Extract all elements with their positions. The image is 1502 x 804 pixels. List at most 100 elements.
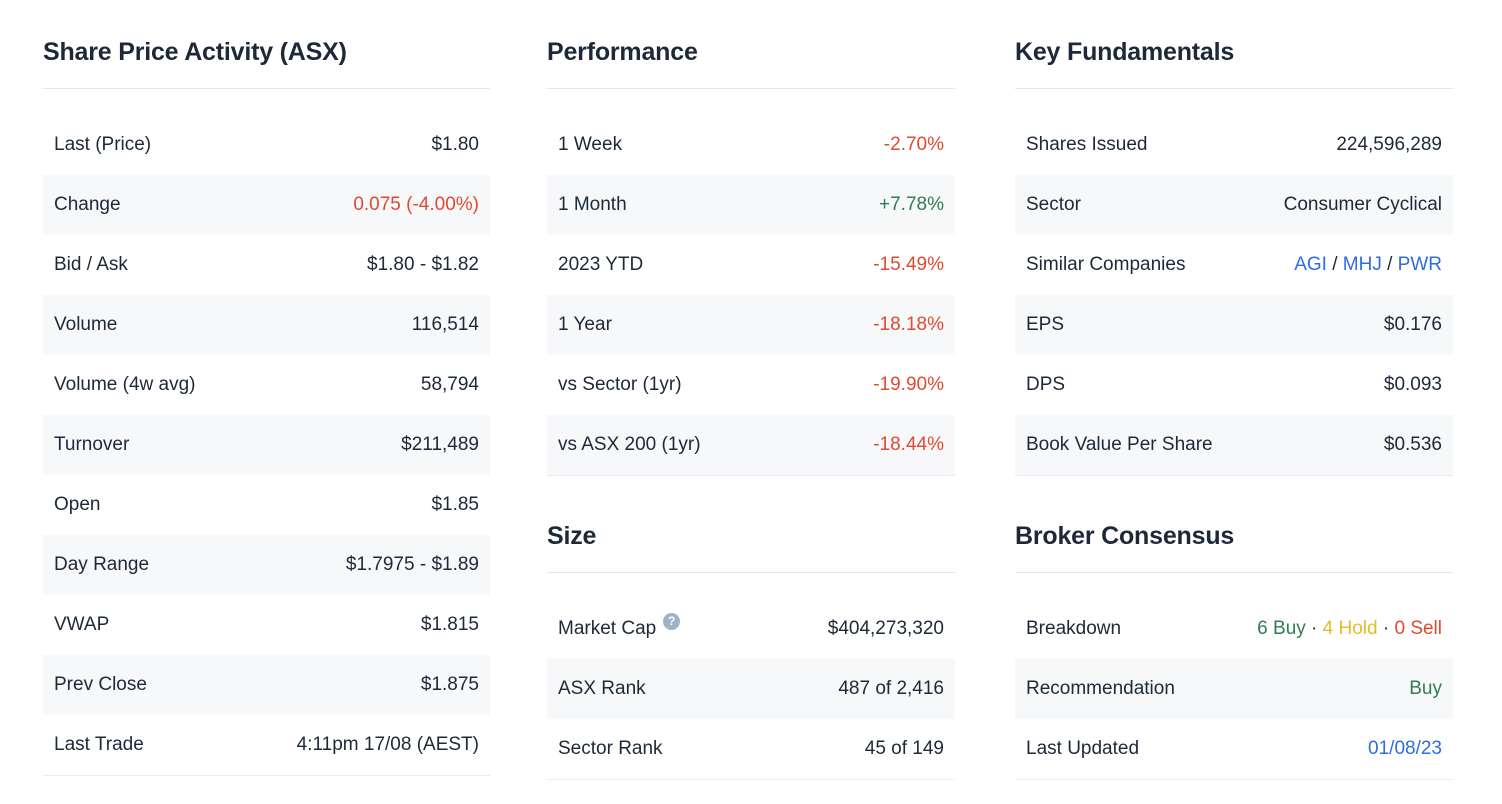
row-value: 45 of 149	[864, 738, 944, 759]
row-label: Sector Rank	[558, 738, 663, 759]
row-label: Book Value Per Share	[1026, 434, 1213, 455]
row-value: -18.18%	[873, 314, 944, 335]
breakdown-sell-count: 0 Sell	[1394, 618, 1442, 639]
row-value: $404,273,320	[827, 618, 944, 639]
row-value: $1.815	[420, 614, 479, 635]
row-value: -15.49%	[873, 254, 944, 275]
table-row: vs ASX 200 (1yr) -18.44%	[547, 415, 955, 475]
row-value: $1.875	[420, 674, 479, 695]
table-row: Recommendation Buy	[1015, 659, 1453, 719]
table-row: Volume 116,514	[43, 295, 490, 355]
row-value: 6 Buy · 4 Hold · 0 Sell	[1257, 617, 1442, 641]
stock-summary-panel: Share Price Activity (ASX) Last (Price) $1…	[43, 36, 1453, 780]
section-size: Size Market Cap? $404,273,320 ASX Rank 487 o…	[547, 520, 955, 780]
column-fundamentals-broker: Key Fundamentals Shares Issued 224,596,289…	[1015, 36, 1453, 780]
share-price-activity-table: Last (Price) $1.80 Change 0.075 (-4.00%) Bid…	[43, 115, 490, 776]
row-label: ASX Rank	[558, 678, 646, 699]
key-fundamentals-table: Shares Issued 224,596,289 Sector Consumer C…	[1015, 115, 1453, 476]
row-label: vs Sector (1yr)	[558, 374, 682, 395]
table-row: Similar Companies AGI / MHJ / PWR	[1015, 235, 1453, 295]
row-value: 224,596,289	[1336, 134, 1442, 155]
row-value: $1.80	[431, 134, 479, 155]
section-title-size: Size	[547, 520, 955, 573]
row-label: EPS	[1026, 314, 1065, 335]
row-label: 1 Week	[558, 134, 623, 155]
table-row: Volume (4w avg) 58,794	[43, 355, 490, 415]
table-row: Book Value Per Share $0.536	[1015, 415, 1453, 475]
breakdown-buy-count: 6 Buy	[1257, 618, 1306, 639]
help-icon[interactable]: ?	[663, 612, 681, 630]
row-value: 58,794	[420, 374, 479, 395]
row-value: +7.78%	[879, 194, 944, 215]
similar-company-link-pwr[interactable]: PWR	[1397, 254, 1442, 275]
section-title-share-price-activity: Share Price Activity (ASX)	[43, 36, 490, 89]
row-label: Turnover	[54, 434, 130, 455]
column-share-price: Share Price Activity (ASX) Last (Price) $1…	[43, 36, 490, 780]
table-row: 1 Month +7.78%	[547, 175, 955, 235]
table-row: ASX Rank 487 of 2,416	[547, 659, 955, 719]
section-title-key-fundamentals: Key Fundamentals	[1015, 36, 1453, 89]
similar-company-link-agi[interactable]: AGI	[1294, 254, 1327, 275]
row-label: Prev Close	[54, 674, 147, 695]
table-row: DPS $0.093	[1015, 355, 1453, 415]
section-broker-consensus: Broker Consensus Breakdown 6 Buy · 4 Hold …	[1015, 520, 1453, 780]
performance-table: 1 Week -2.70% 1 Month +7.78% 2023 YTD -15.49%…	[547, 115, 955, 476]
size-table: Market Cap? $404,273,320 ASX Rank 487 of 2,…	[547, 599, 955, 780]
row-label: Breakdown	[1026, 618, 1122, 639]
section-title-performance: Performance	[547, 36, 955, 89]
row-label: Shares Issued	[1026, 134, 1148, 155]
row-label: 1 Year	[558, 314, 612, 335]
row-value: $211,489	[401, 434, 479, 455]
row-value: $1.85	[431, 494, 479, 515]
row-label: 2023 YTD	[558, 254, 644, 275]
table-row: Sector Rank 45 of 149	[547, 719, 955, 779]
row-label: vs ASX 200 (1yr)	[558, 434, 701, 455]
row-value: $0.536	[1383, 434, 1442, 455]
breakdown-hold-count: 4 Hold	[1322, 618, 1378, 639]
table-row: Market Cap? $404,273,320	[547, 599, 955, 659]
row-label: Recommendation	[1026, 678, 1175, 699]
row-value: 116,514	[411, 314, 479, 335]
table-row: VWAP $1.815	[43, 595, 490, 655]
table-row: Breakdown 6 Buy · 4 Hold · 0 Sell	[1015, 599, 1453, 659]
table-row: vs Sector (1yr) -19.90%	[547, 355, 955, 415]
row-value: Buy	[1409, 678, 1442, 699]
section-performance: Performance 1 Week -2.70% 1 Month +7.78% 2023…	[547, 36, 955, 476]
section-title-broker-consensus: Broker Consensus	[1015, 520, 1453, 573]
table-row: Last Updated 01/08/23	[1015, 719, 1453, 779]
row-value: $1.7975 - $1.89	[345, 554, 479, 575]
row-label: Volume (4w avg)	[54, 374, 196, 395]
row-value: -18.44%	[873, 434, 944, 455]
row-value: $0.176	[1383, 314, 1442, 335]
broker-consensus-table: Breakdown 6 Buy · 4 Hold · 0 Sell Recommen…	[1015, 599, 1453, 780]
row-label: Similar Companies	[1026, 254, 1186, 275]
table-row: Prev Close $1.875	[43, 655, 490, 715]
table-row: Sector Consumer Cyclical	[1015, 175, 1453, 235]
table-row: Day Range $1.7975 - $1.89	[43, 535, 490, 595]
section-key-fundamentals: Key Fundamentals Shares Issued 224,596,289…	[1015, 36, 1453, 476]
row-value: 487 of 2,416	[838, 678, 944, 699]
row-value: Consumer Cyclical	[1283, 194, 1442, 215]
row-value: -2.70%	[883, 134, 944, 155]
table-row: Bid / Ask $1.80 - $1.82	[43, 235, 490, 295]
row-label: Last (Price)	[54, 134, 152, 155]
row-label: 1 Month	[558, 194, 627, 215]
row-label: Last Trade	[54, 734, 144, 755]
last-updated-date-link[interactable]: 01/08/23	[1368, 738, 1442, 759]
section-share-price-activity: Share Price Activity (ASX) Last (Price) $1…	[43, 36, 490, 776]
similar-company-link-mhj[interactable]: MHJ	[1342, 254, 1382, 275]
table-row: Turnover $211,489	[43, 415, 490, 475]
row-label: DPS	[1026, 374, 1066, 395]
value-separator: /	[1381, 254, 1398, 275]
row-label: VWAP	[54, 614, 110, 635]
row-label: Bid / Ask	[54, 254, 128, 275]
table-row: Shares Issued 224,596,289	[1015, 115, 1453, 175]
table-row: 1 Year -18.18%	[547, 295, 955, 355]
table-row: Open $1.85	[43, 475, 490, 535]
row-value: 4:11pm 17/08 (AEST)	[296, 734, 479, 755]
row-label: Last Updated	[1026, 738, 1140, 759]
row-value: 0.075 (-4.00%)	[353, 194, 479, 215]
row-label: Volume	[54, 314, 118, 335]
table-row: 1 Week -2.70%	[547, 115, 955, 175]
column-performance-size: Performance 1 Week -2.70% 1 Month +7.78% 2023…	[547, 36, 955, 780]
